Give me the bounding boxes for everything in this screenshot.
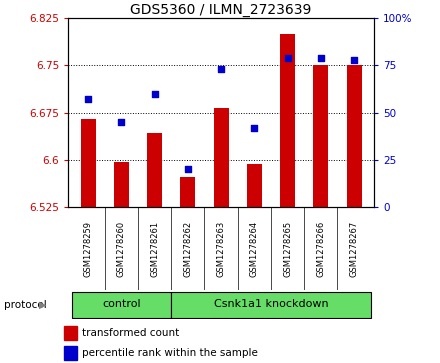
Bar [147, 133, 162, 207]
Text: GSM1278267: GSM1278267 [349, 221, 359, 277]
Text: GSM1278260: GSM1278260 [117, 221, 126, 277]
Text: GSM1278265: GSM1278265 [283, 221, 292, 277]
Bar [180, 177, 195, 207]
Bar [280, 34, 295, 207]
Text: percentile rank within the sample: percentile rank within the sample [82, 347, 258, 358]
Bar [64, 346, 77, 359]
Point [284, 55, 291, 61]
Point [218, 66, 225, 72]
Bar [347, 65, 362, 207]
Text: GSM1278261: GSM1278261 [150, 221, 159, 277]
Bar [64, 326, 77, 340]
Title: GDS5360 / ILMN_2723639: GDS5360 / ILMN_2723639 [130, 3, 312, 17]
Text: GSM1278266: GSM1278266 [316, 221, 325, 277]
Text: protocol: protocol [4, 300, 47, 310]
Point [251, 125, 258, 131]
Point [118, 119, 125, 125]
Bar [171, 292, 370, 318]
Point [184, 166, 191, 172]
Bar [313, 65, 328, 207]
Bar [81, 119, 95, 207]
Point [151, 91, 158, 97]
Text: Csnk1a1 knockdown: Csnk1a1 knockdown [214, 299, 328, 309]
Text: transformed count: transformed count [82, 329, 180, 338]
Text: GSM1278259: GSM1278259 [84, 221, 93, 277]
Point [84, 97, 92, 102]
Bar [114, 162, 129, 207]
Text: GSM1278262: GSM1278262 [183, 221, 192, 277]
Point [351, 57, 358, 62]
Text: ▶: ▶ [39, 300, 46, 310]
Bar [247, 164, 262, 207]
Text: GSM1278264: GSM1278264 [250, 221, 259, 277]
Bar [72, 292, 171, 318]
Text: control: control [102, 299, 141, 309]
Point [317, 55, 324, 61]
Text: GSM1278263: GSM1278263 [216, 221, 226, 277]
Bar [214, 108, 228, 207]
